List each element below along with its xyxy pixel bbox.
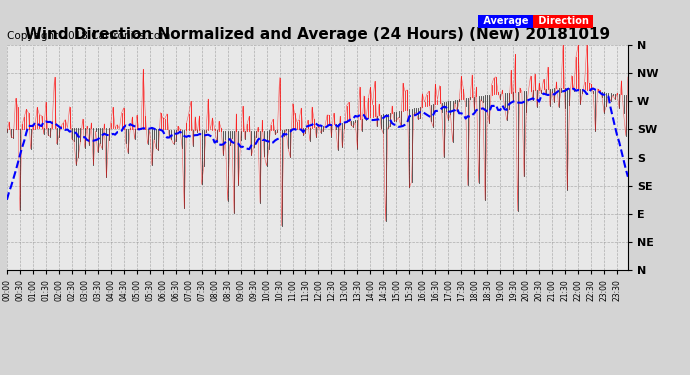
- Title: Wind Direction Normalized and Average (24 Hours) (New) 20181019: Wind Direction Normalized and Average (2…: [25, 27, 610, 42]
- Text: Average: Average: [480, 16, 531, 26]
- Text: Copyright 2018 Cartronics.com: Copyright 2018 Cartronics.com: [7, 32, 170, 41]
- Text: Direction: Direction: [535, 16, 592, 26]
